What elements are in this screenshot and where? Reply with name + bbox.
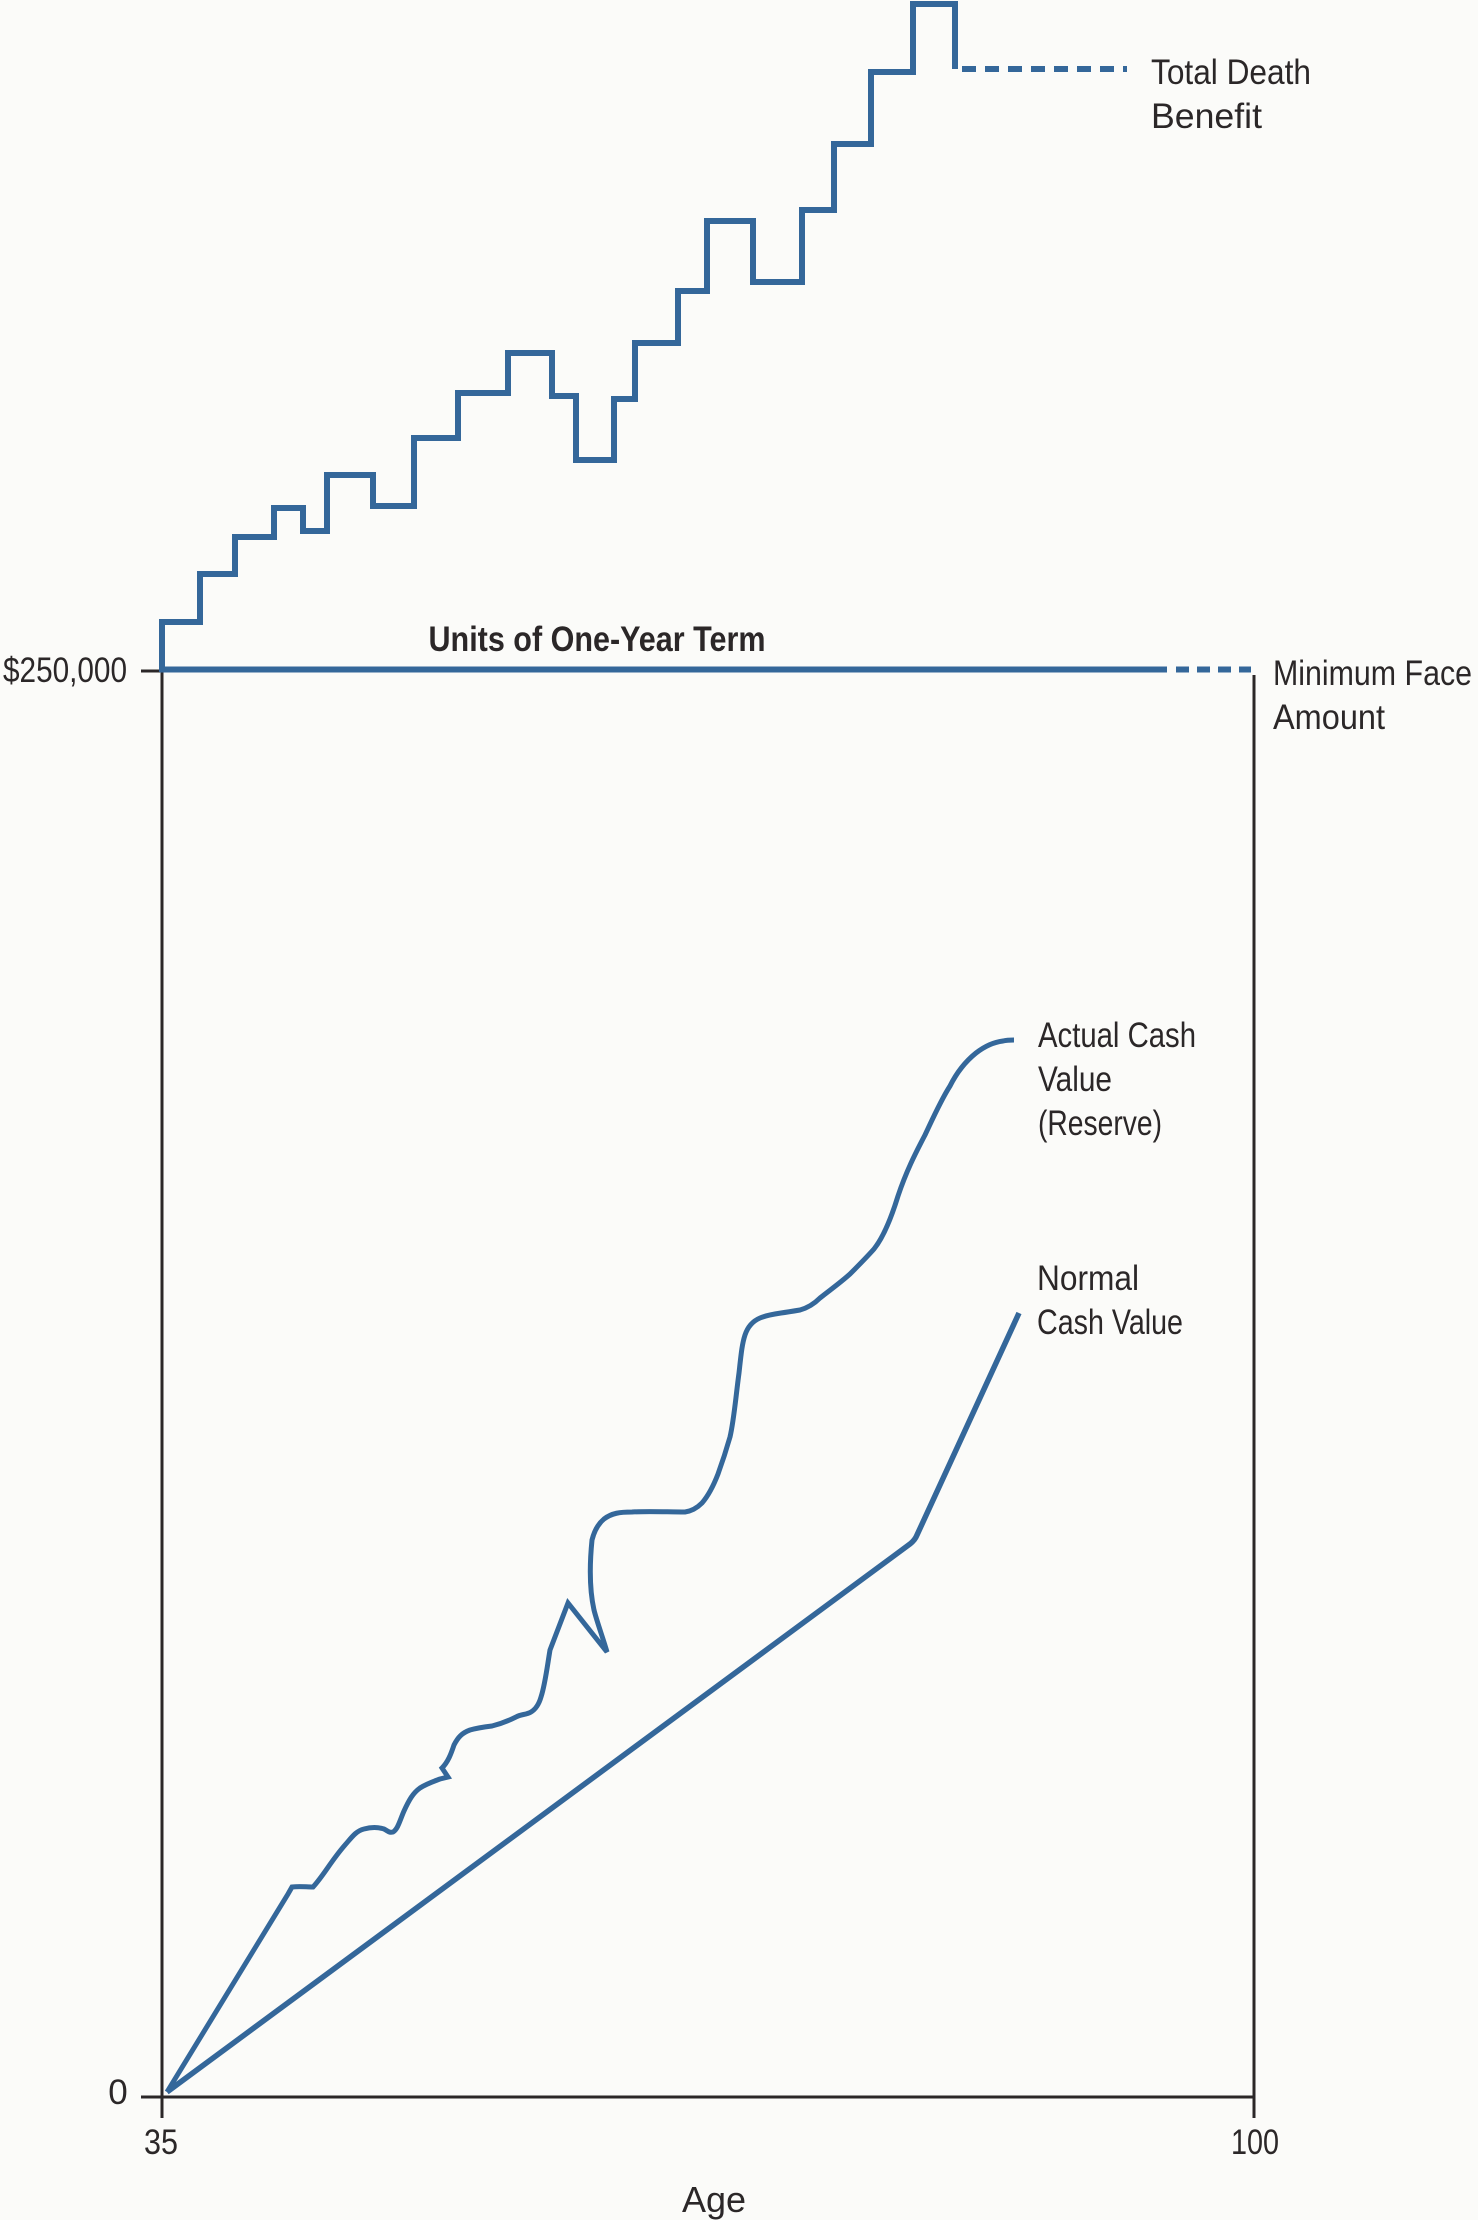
svg-text:Actual Cash: Actual Cash	[1038, 1016, 1196, 1055]
svg-text:Normal: Normal	[1037, 1259, 1139, 1298]
svg-text:$250,000: $250,000	[3, 651, 127, 690]
svg-text:0: 0	[108, 2073, 127, 2112]
svg-text:Cash Value: Cash Value	[1037, 1303, 1183, 1342]
svg-text:Amount: Amount	[1273, 698, 1385, 737]
svg-text:Value: Value	[1038, 1060, 1112, 1099]
svg-text:Benefit: Benefit	[1151, 97, 1262, 136]
svg-text:100: 100	[1231, 2123, 1279, 2162]
svg-text:Minimum Face: Minimum Face	[1273, 654, 1472, 693]
svg-text:Total Death: Total Death	[1151, 53, 1311, 92]
svg-text:Age: Age	[682, 2179, 746, 2220]
svg-text:35: 35	[144, 2123, 178, 2162]
svg-text:Units of One-Year Term: Units of One-Year Term	[429, 620, 766, 659]
svg-text:(Reserve): (Reserve)	[1038, 1104, 1162, 1143]
